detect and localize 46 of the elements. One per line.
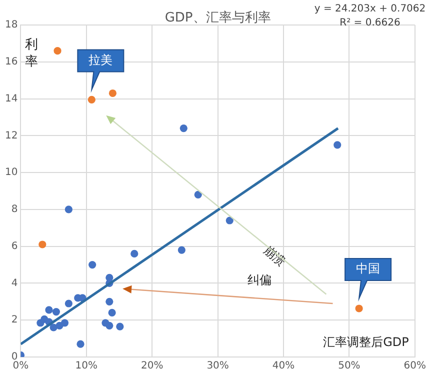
y-tick-label: 4 bbox=[11, 278, 18, 289]
y-tick-label: 14 bbox=[4, 93, 18, 104]
annotation: R² = 0.6626 bbox=[340, 18, 400, 29]
point bbox=[106, 322, 114, 330]
point bbox=[76, 340, 84, 348]
x-tick-label: 30% bbox=[206, 360, 229, 372]
x-tick-label: 10% bbox=[75, 360, 98, 372]
point bbox=[106, 298, 114, 306]
annotation: 拉美 bbox=[88, 52, 113, 67]
x-tick-label: 0% bbox=[12, 360, 29, 372]
y-tick-label: 16 bbox=[4, 56, 18, 68]
point bbox=[194, 190, 202, 198]
point bbox=[56, 322, 64, 330]
annotation: 中国 bbox=[356, 262, 380, 276]
y-tick-label: 18 bbox=[4, 20, 18, 31]
point bbox=[45, 306, 53, 314]
y-tick-label: 10 bbox=[4, 167, 18, 178]
y-tick-label: 2 bbox=[11, 314, 18, 326]
point bbox=[355, 304, 363, 312]
point bbox=[64, 206, 72, 214]
annotation: 纠偏 bbox=[248, 273, 272, 288]
point bbox=[130, 250, 138, 258]
y-axis-title: 利率 bbox=[25, 37, 38, 70]
point bbox=[108, 89, 116, 98]
point bbox=[178, 246, 186, 254]
x-tick-label: 60% bbox=[404, 360, 426, 372]
chart-title: GDP、汇率与利率 bbox=[164, 9, 271, 26]
y-tick-label: 8 bbox=[11, 204, 18, 216]
x-axis-title: 汇率调整后GDP bbox=[323, 335, 409, 350]
point bbox=[226, 216, 234, 224]
point bbox=[88, 96, 96, 104]
point bbox=[54, 47, 62, 55]
point bbox=[116, 322, 124, 330]
y-tick-label: 6 bbox=[11, 240, 18, 252]
point bbox=[180, 124, 188, 132]
y-tick-label: 12 bbox=[4, 130, 18, 142]
point bbox=[88, 260, 96, 269]
x-tick-label: 20% bbox=[140, 360, 164, 372]
text: y = 24.203x + 0.7062 bbox=[314, 4, 426, 15]
point bbox=[108, 308, 116, 317]
point bbox=[52, 308, 60, 316]
point bbox=[64, 300, 72, 308]
point bbox=[38, 240, 46, 248]
x-tick-label: 50% bbox=[338, 360, 360, 372]
x-tick-label: 40% bbox=[272, 360, 295, 372]
point bbox=[334, 141, 342, 149]
